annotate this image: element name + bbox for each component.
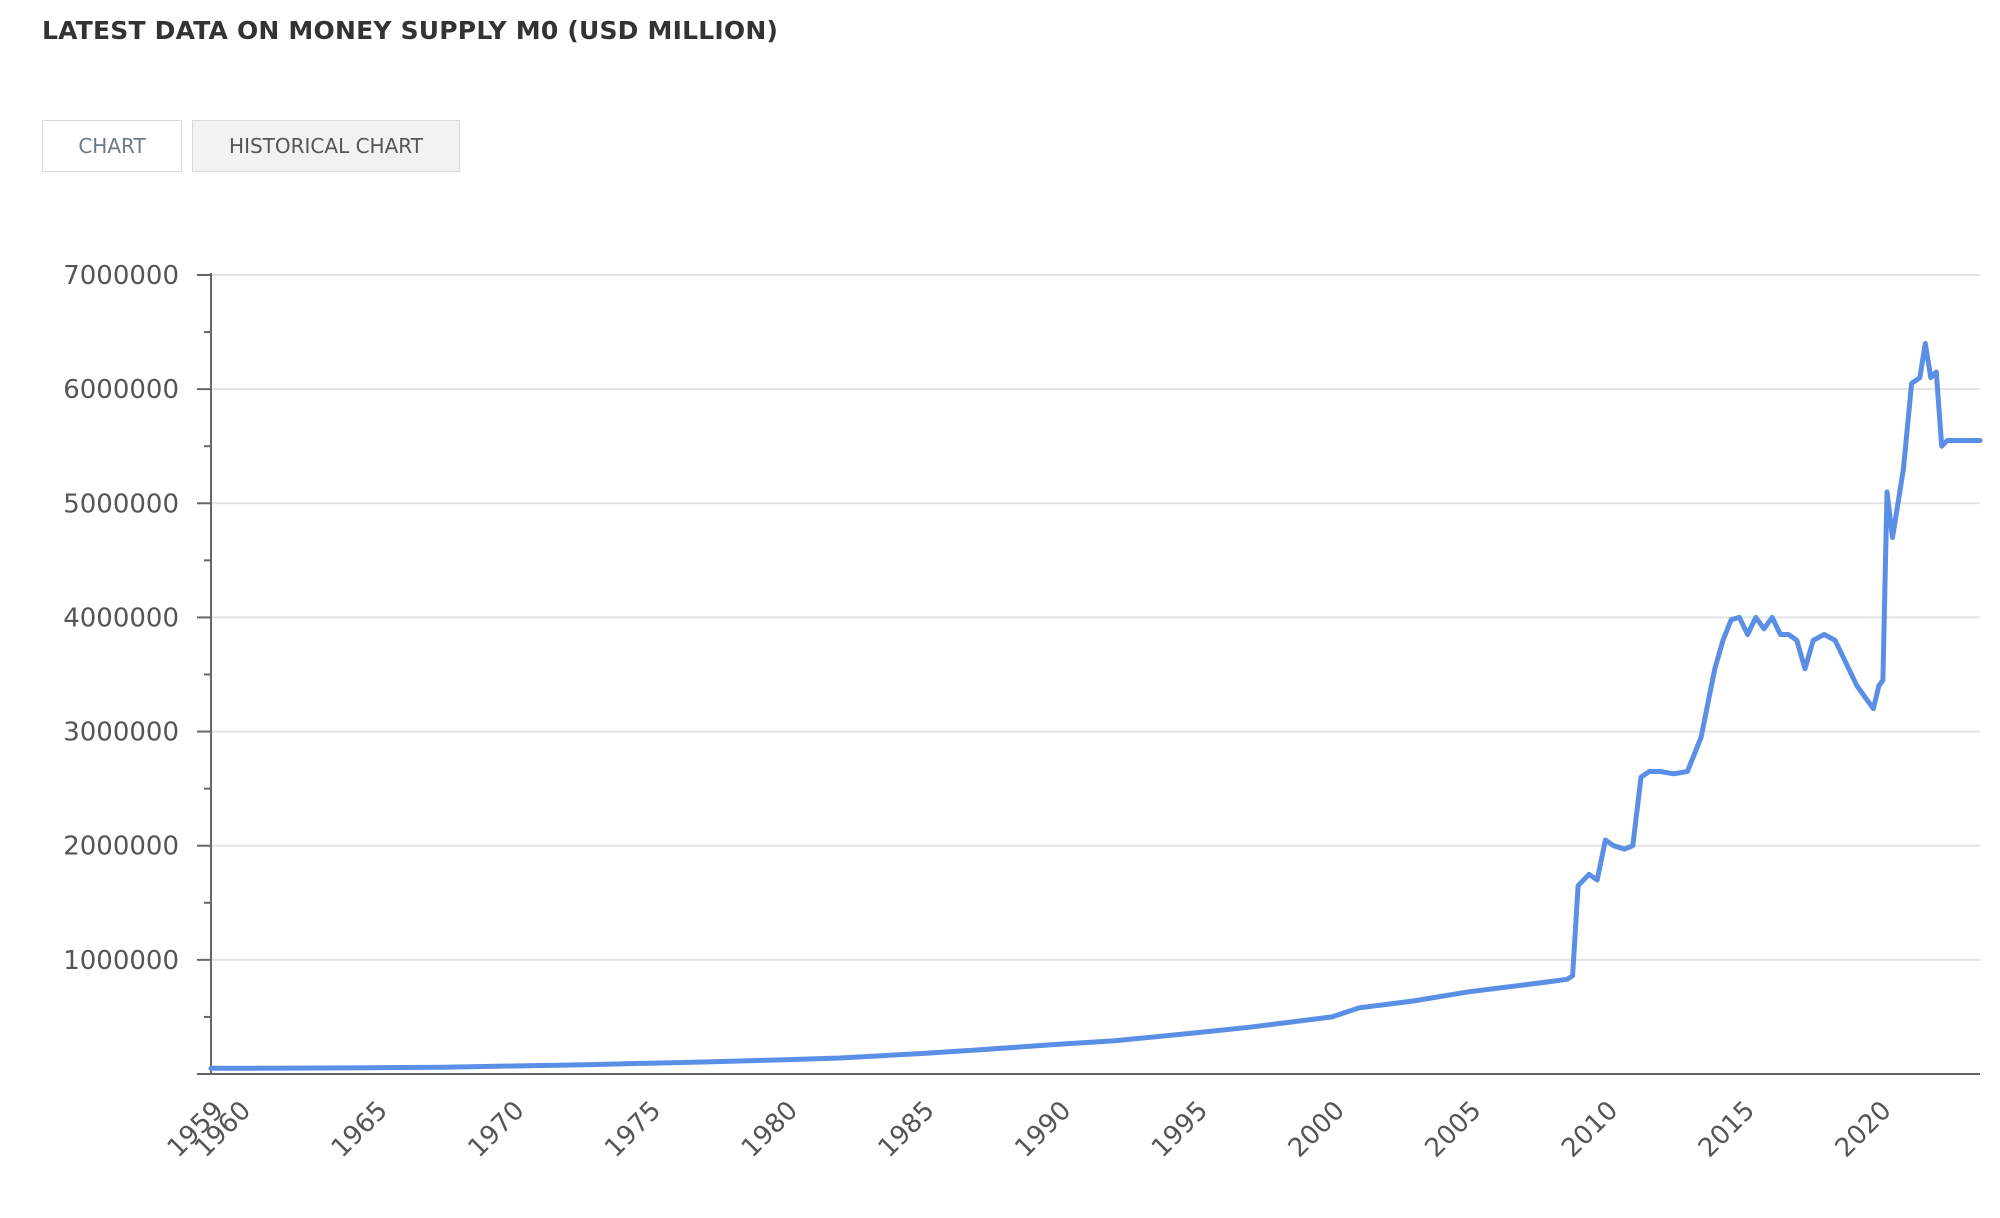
x-tick-label: 1965 (326, 1096, 394, 1164)
chart-tabs: CHART HISTORICAL CHART (42, 120, 460, 172)
page-title: LATEST DATA ON MONEY SUPPLY M0 (USD MILL… (42, 16, 779, 45)
y-tick-label: 1000000 (63, 946, 179, 976)
x-tick-label: 1990 (1009, 1096, 1077, 1164)
tab-historical-chart[interactable]: HISTORICAL CHART (192, 120, 460, 172)
x-tick-label: 2015 (1693, 1096, 1761, 1164)
y-tick-label: 7000000 (63, 261, 179, 291)
x-tick-label: 2020 (1830, 1096, 1898, 1164)
x-tick-label: 1985 (873, 1096, 941, 1164)
axes (197, 273, 1980, 1075)
x-tick-label: 1975 (599, 1096, 667, 1164)
y-tick-label: 6000000 (63, 375, 179, 405)
x-tick-label: 1995 (1146, 1096, 1214, 1164)
tick-labels: 1000000 2000000 3000000 4000000 5000000 60000… (63, 261, 1897, 1164)
series-layer (208, 341, 1983, 1071)
series-line-0 (208, 341, 1983, 1071)
grid-lines (211, 274, 1980, 961)
x-tick-label: 2000 (1283, 1096, 1351, 1164)
y-tick-label: 4000000 (63, 603, 179, 633)
x-tick-label: 2005 (1419, 1096, 1487, 1164)
tab-chart[interactable]: CHART (42, 120, 182, 172)
y-tick-label: 5000000 (63, 489, 179, 519)
money-supply-chart: 1000000 2000000 3000000 4000000 5000000 60000… (63, 261, 1983, 1164)
x-tick-label: 1970 (462, 1096, 530, 1164)
y-tick-label: 2000000 (63, 832, 179, 862)
y-tick-label: 3000000 (63, 718, 179, 748)
x-tick-label: 1980 (736, 1096, 804, 1164)
x-tick-label: 2010 (1556, 1096, 1624, 1164)
